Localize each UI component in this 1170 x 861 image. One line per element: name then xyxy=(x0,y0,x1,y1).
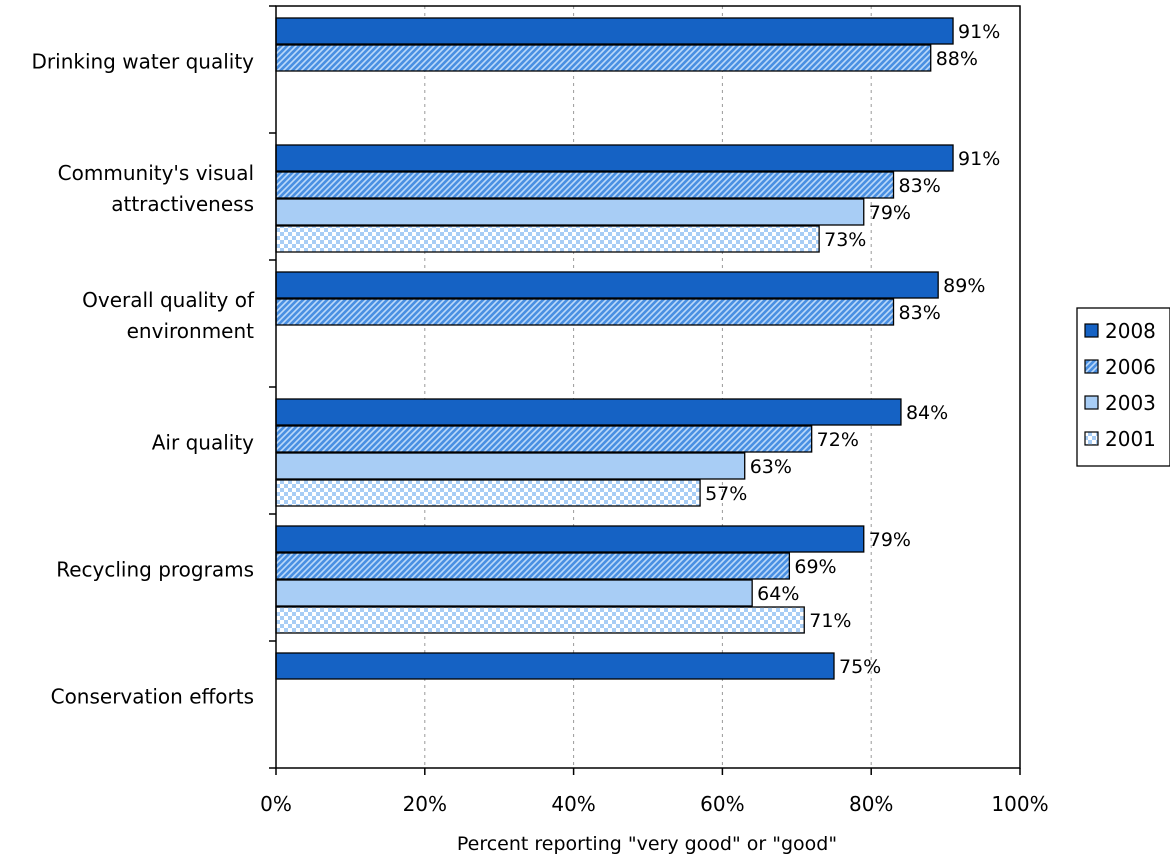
bar-2008 xyxy=(275,17,954,45)
legend-swatch-2006 xyxy=(1084,359,1099,374)
axes xyxy=(269,5,1021,775)
legend-swatch-2003 xyxy=(1084,395,1099,410)
data-label: 57% xyxy=(705,483,747,505)
data-label: 88% xyxy=(936,48,978,70)
category-label: Air quality xyxy=(152,431,254,455)
grid-lines xyxy=(424,6,872,768)
category-label: Overall quality of environment xyxy=(82,288,255,343)
bar-2008 xyxy=(275,525,865,553)
data-label: 89% xyxy=(943,275,985,297)
bar-2006 xyxy=(275,552,791,580)
bar-2008 xyxy=(275,144,954,172)
data-label: 91% xyxy=(958,148,1000,170)
legend-swatch-2001 xyxy=(1084,431,1099,446)
x-tick-label: 100% xyxy=(991,792,1048,816)
bar-2003 xyxy=(275,198,865,226)
bar-2008 xyxy=(275,398,902,426)
category-label: Recycling programs xyxy=(56,558,254,582)
x-tick-label: 20% xyxy=(403,792,447,816)
legend-swatch-2008 xyxy=(1084,323,1099,338)
x-tick-label: 80% xyxy=(849,792,893,816)
legend-label: 2001 xyxy=(1105,427,1156,451)
x-axis-title: Percent reporting "very good" or "good" xyxy=(457,833,837,855)
category-label: Community's visual attractiveness xyxy=(58,161,254,216)
bar-2001 xyxy=(275,479,701,507)
bar-2008 xyxy=(275,271,939,299)
bar-2001 xyxy=(275,225,820,253)
category-label: Conservation efforts xyxy=(51,685,254,709)
bar-2003 xyxy=(275,452,746,480)
data-label: 71% xyxy=(809,610,851,632)
bars xyxy=(275,17,954,680)
bar-2006 xyxy=(275,298,895,326)
legend: 2008 2006 2003 2001 xyxy=(1076,307,1170,467)
data-label: 75% xyxy=(839,656,881,678)
data-label: 83% xyxy=(899,302,941,324)
bar-2003 xyxy=(275,579,753,607)
bar-2001 xyxy=(275,606,805,634)
data-label: 83% xyxy=(899,175,941,197)
labels: 91%88%Drinking water quality91%83%79%73%… xyxy=(32,21,1049,816)
plot-area xyxy=(275,5,1021,769)
x-tick-label: 40% xyxy=(551,792,595,816)
data-label: 79% xyxy=(869,529,911,551)
legend-label: 2008 xyxy=(1105,319,1156,343)
data-label: 69% xyxy=(794,556,836,578)
data-label: 63% xyxy=(750,456,792,478)
legend-label: 2006 xyxy=(1105,355,1156,379)
bar-2008 xyxy=(275,652,835,680)
data-label: 72% xyxy=(817,429,859,451)
data-label: 91% xyxy=(958,21,1000,43)
data-label: 84% xyxy=(906,402,948,424)
legend-label: 2003 xyxy=(1105,391,1156,415)
x-tick-label: 0% xyxy=(260,792,292,816)
bar-2006 xyxy=(275,44,932,72)
data-label: 79% xyxy=(869,202,911,224)
data-label: 64% xyxy=(757,583,799,605)
bar-2006 xyxy=(275,425,813,453)
x-tick-label: 60% xyxy=(700,792,744,816)
bar-2006 xyxy=(275,171,895,199)
data-label: 73% xyxy=(824,229,866,251)
category-label: Drinking water quality xyxy=(32,50,255,74)
